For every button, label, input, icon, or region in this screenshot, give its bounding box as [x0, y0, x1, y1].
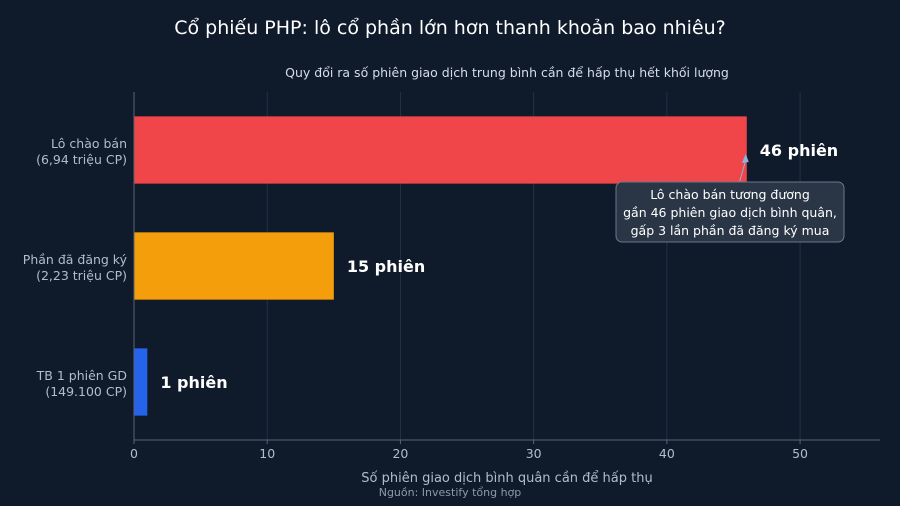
data-labels: 46 phiên 15 phiên 1 phiên — [160, 141, 838, 392]
chart-title: Cổ phiếu PHP: lô cổ phần lớn hơn thanh k… — [174, 17, 726, 39]
category-label: TB 1 phiên GD — [36, 368, 127, 383]
tick-label: 0 — [130, 446, 138, 461]
source-note: Nguồn: Investify tổng hợp — [379, 486, 522, 499]
chart-subtitle: Quy đổi ra số phiên giao dịch trung bình… — [285, 65, 729, 80]
tick-label: 20 — [392, 446, 408, 461]
tick-label: 10 — [259, 446, 275, 461]
bar — [134, 348, 148, 416]
annotation-arrow — [739, 159, 747, 182]
category-label: Lô chào bán — [51, 136, 127, 151]
annotation-line-3: gấp 3 lần phần đã đăng ký mua — [631, 223, 830, 238]
category-label: (6,94 triệu CP) — [36, 152, 127, 167]
category-label: (149.100 CP) — [45, 384, 127, 399]
data-label: 46 phiên — [760, 141, 838, 160]
tick-label: 50 — [792, 446, 808, 461]
annotation-box — [615, 181, 845, 243]
annotation: Lô chào bán tương đương gần 46 phiên gia… — [615, 154, 845, 243]
tick-label: 40 — [659, 446, 675, 461]
bars — [134, 116, 747, 416]
data-label: 1 phiên — [160, 373, 227, 392]
bar — [134, 116, 747, 184]
category-label: Phần đã đăng ký — [23, 252, 128, 267]
annotation-line-2: gần 46 phiên giao dịch bình quân, — [623, 205, 837, 220]
annotation-arrowhead — [741, 154, 749, 163]
tick-label: 30 — [526, 446, 542, 461]
x-axis-title: Số phiên giao dịch bình quân cần để hấp … — [361, 471, 652, 486]
annotation-line-1: Lô chào bán tương đương — [650, 187, 810, 202]
category-label: (2,23 triệu CP) — [36, 268, 127, 283]
bar — [134, 232, 334, 300]
category-labels: Lô chào bán(6,94 triệu CP) Phần đã đăng k… — [23, 136, 128, 399]
x-ticks: 0 10 20 30 40 50 — [130, 440, 808, 461]
data-label: 15 phiên — [347, 257, 425, 276]
